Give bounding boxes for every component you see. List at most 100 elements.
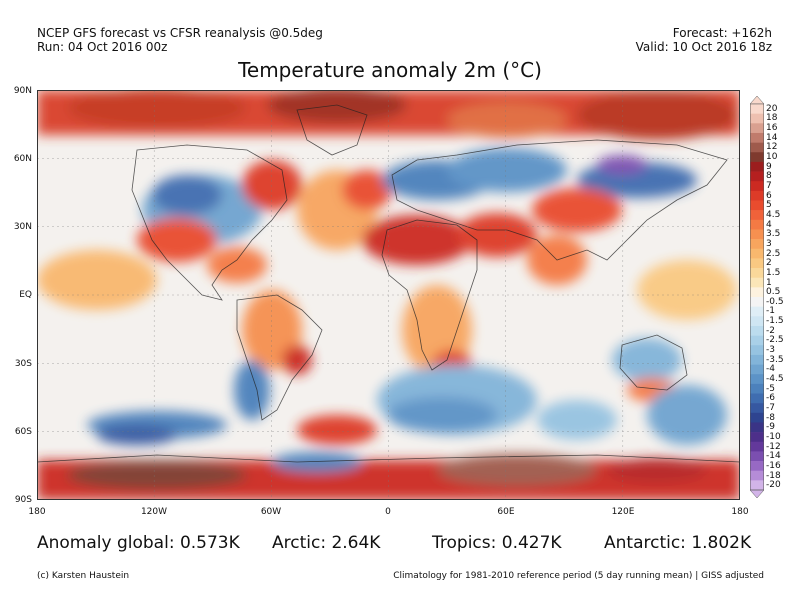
- colorbar-swatch: [750, 432, 764, 443]
- colorbar-swatch: [750, 287, 764, 298]
- colorbar-swatch: [750, 200, 764, 211]
- colorbar-label: 2.5: [766, 248, 781, 259]
- lat-label: 60N: [13, 154, 32, 164]
- colorbar-swatch: [750, 210, 764, 221]
- colorbar-swatch: [750, 422, 764, 433]
- colorbar-label: -16: [766, 460, 781, 471]
- colorbar-swatch: [750, 181, 764, 192]
- anomaly-map: [37, 90, 740, 500]
- colorbar-swatch: [750, 104, 764, 114]
- colorbar-swatch: [750, 277, 764, 288]
- colorbar: [750, 96, 764, 498]
- lon-label: 60E: [497, 507, 515, 517]
- colorbar-label: -7: [766, 402, 775, 413]
- colorbar-swatch: [750, 161, 764, 172]
- lat-label: 30S: [14, 359, 32, 369]
- colorbar-label: -12: [766, 441, 781, 452]
- valid-time: Valid: 10 Oct 2016 18z: [635, 40, 772, 54]
- colorbar-label: -8: [766, 412, 775, 423]
- colorbar-label: 9: [766, 161, 772, 172]
- lon-label: 180: [731, 507, 749, 517]
- lat-label: EQ: [19, 290, 32, 300]
- colorbar-label: 8: [766, 171, 772, 182]
- colorbar-label: -20: [766, 480, 781, 491]
- colorbar-label: 3.5: [766, 229, 781, 240]
- colorbar-swatch: [750, 152, 764, 163]
- colorbar-label: -1: [766, 306, 775, 317]
- map-title: Temperature anomaly 2m (°C): [238, 58, 542, 82]
- colorbar-label: -3.5: [766, 354, 784, 365]
- lat-label: 30N: [13, 222, 32, 232]
- colorbar-label: -6: [766, 393, 775, 404]
- colorbar-swatch: [750, 297, 764, 307]
- colorbar-swatch: [750, 441, 764, 452]
- colorbar-swatch: [750, 229, 764, 240]
- colorbar-label: -4.5: [766, 374, 784, 385]
- lat-label: 90N: [13, 86, 32, 96]
- colorbar-label: -1.5: [766, 316, 784, 327]
- stat-tropics: Tropics: 0.427K: [432, 533, 562, 553]
- colorbar-label: -0.5: [766, 296, 784, 307]
- stat-arctic: Arctic: 2.64K: [272, 533, 381, 553]
- colorbar-swatch: [750, 316, 764, 327]
- forecast-hour: Forecast: +162h: [672, 26, 772, 40]
- colorbar-swatch: [750, 374, 764, 385]
- colorbar-label: 6: [766, 190, 772, 201]
- colorbar-swatch: [750, 268, 764, 278]
- lon-label: 120E: [611, 507, 635, 517]
- colorbar-label: -4: [766, 364, 775, 375]
- colorbar-label: -9: [766, 422, 775, 433]
- colorbar-swatch: [750, 239, 764, 250]
- colorbar-swatch: [750, 132, 764, 143]
- climatology-note: Climatology for 1981-2010 reference peri…: [393, 571, 764, 581]
- colorbar-label: -5: [766, 383, 775, 394]
- colorbar-label: 2: [766, 258, 772, 269]
- colorbar-label: 4: [766, 219, 772, 230]
- colorbar-label: -18: [766, 470, 781, 481]
- lon-label: 0: [385, 507, 391, 517]
- colorbar-swatch: [750, 219, 764, 230]
- colorbar-swatch: [750, 470, 764, 481]
- lon-label: 180: [28, 507, 46, 517]
- colorbar-swatch: [750, 383, 764, 394]
- colorbar-swatch: [750, 364, 764, 375]
- lon-label: 60W: [260, 507, 282, 517]
- colorbar-swatch: [750, 335, 764, 346]
- colorbar-bottom-arrow: [750, 489, 764, 498]
- colorbar-label: 5: [766, 200, 772, 211]
- colorbar-label: 16: [766, 123, 778, 134]
- colorbar-swatch: [750, 258, 764, 269]
- colorbar-swatch: [750, 354, 764, 365]
- model-title: NCEP GFS forecast vs CFSR reanalysis @0.…: [37, 26, 323, 40]
- lat-label: 60S: [14, 427, 32, 437]
- colorbar-swatch: [750, 461, 764, 471]
- colorbar-swatch: [750, 248, 764, 259]
- colorbar-top-arrow: [750, 96, 764, 105]
- colorbar-label: 0.5: [766, 287, 781, 298]
- colorbar-label: 1: [766, 277, 772, 288]
- lon-label: 120W: [140, 507, 168, 517]
- colorbar-label: 3: [766, 238, 772, 249]
- colorbar-swatch: [750, 113, 764, 124]
- colorbar-swatch: [750, 451, 764, 462]
- colorbar-label: -10: [766, 431, 781, 442]
- colorbar-swatch: [750, 325, 764, 336]
- colorbar-swatch: [750, 171, 764, 182]
- colorbar-swatch: [750, 393, 764, 404]
- colorbar-swatch: [750, 190, 764, 201]
- colorbar-label: -14: [766, 451, 781, 462]
- colorbar-label: -2: [766, 325, 775, 336]
- colorbar-swatch: [750, 123, 764, 134]
- colorbar-label: 1.5: [766, 267, 781, 278]
- colorbar-label: 20: [766, 103, 778, 114]
- colorbar-swatch: [750, 480, 764, 491]
- lat-label: 90S: [14, 495, 32, 505]
- colorbar-label: 18: [766, 113, 778, 124]
- colorbar-swatch: [750, 142, 764, 153]
- colorbar-swatch: [750, 412, 764, 423]
- colorbar-label: 4.5: [766, 209, 781, 220]
- colorbar-label: 14: [766, 132, 778, 143]
- colorbar-label: -2.5: [766, 335, 784, 346]
- stat-global: Anomaly global: 0.573K: [37, 533, 240, 553]
- colorbar-label: -3: [766, 345, 775, 356]
